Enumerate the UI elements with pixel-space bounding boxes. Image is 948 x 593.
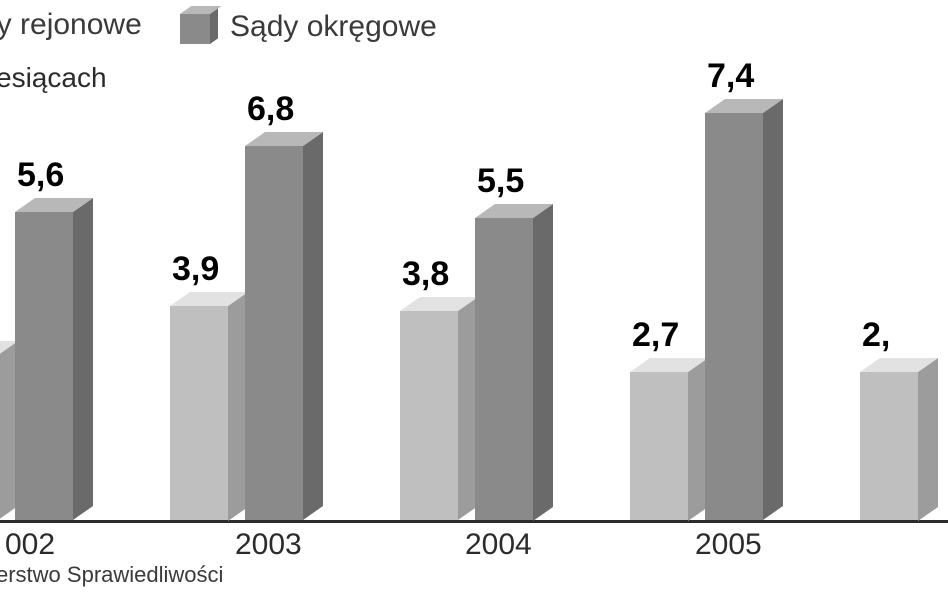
value-label: 3,8 [402, 255, 449, 294]
x-axis-label: 2005 [695, 528, 762, 562]
source-fragment: erstwo Sprawiedliwości [0, 562, 223, 588]
x-axis-label: 2003 [235, 528, 302, 562]
value-label: 3,9 [172, 250, 219, 289]
legend-swatch-2 [180, 6, 218, 44]
chart-canvas: dy rejonowe Sądy okręgowe esiącach 35,63… [0, 0, 948, 593]
bar-front [630, 372, 688, 521]
bar-side [533, 203, 553, 520]
bar-side [763, 99, 783, 520]
legend: dy rejonowe [0, 8, 142, 42]
legend-series2-label: Sądy okręgowe [230, 10, 437, 44]
bar-front [15, 212, 73, 520]
chart-baseline [0, 520, 948, 523]
x-axis-label: 2004 [465, 528, 532, 562]
bar-side [73, 198, 93, 520]
bar-front [860, 372, 918, 521]
bar-side [918, 357, 938, 520]
bar-side [303, 132, 323, 520]
bar-front [400, 311, 458, 520]
value-label: 5,6 [17, 156, 64, 195]
value-label: 2, [862, 316, 890, 355]
value-label: 2,7 [632, 316, 679, 355]
value-label: 6,8 [247, 90, 294, 129]
value-label: 7,4 [707, 57, 754, 96]
bar-front [475, 218, 533, 521]
subtitle-fragment: esiącach [0, 62, 107, 94]
bar-front [245, 146, 303, 520]
x-axis-label: 002 [5, 528, 55, 562]
value-label: 5,5 [477, 162, 524, 201]
legend-series1-label: dy rejonowe [0, 8, 142, 42]
bar-front [170, 306, 228, 521]
legend-swatch-cube [180, 6, 218, 44]
bar-front [705, 113, 763, 520]
